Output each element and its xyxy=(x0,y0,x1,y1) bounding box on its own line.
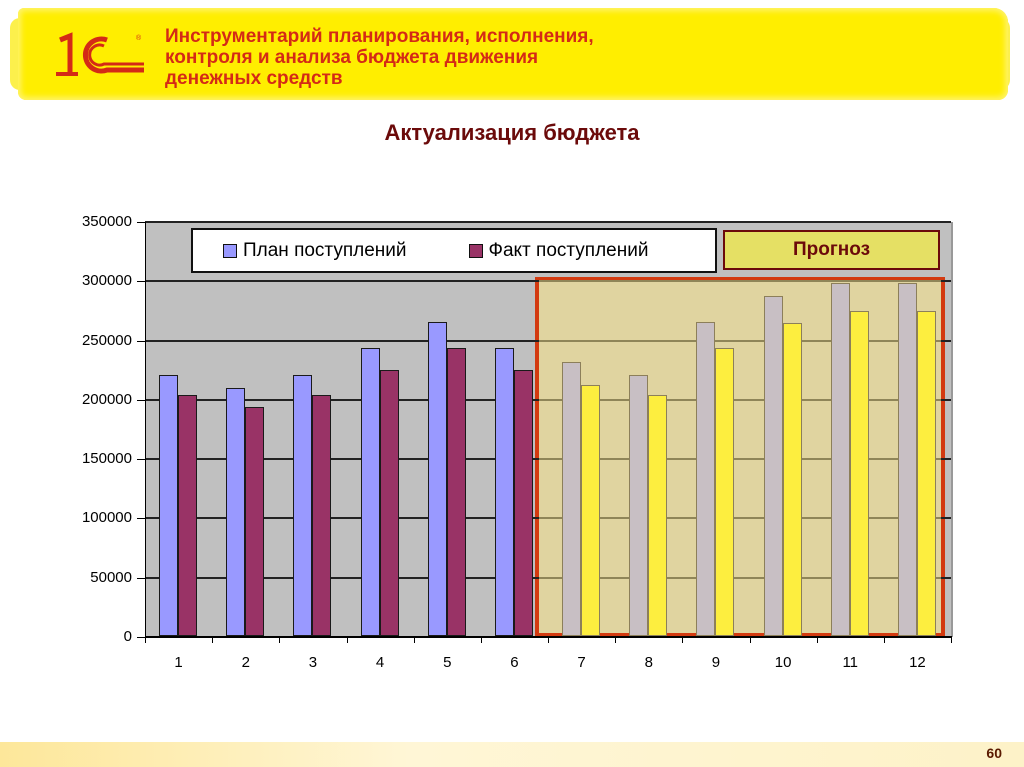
gridline xyxy=(145,221,951,223)
forecast-label: Прогноз xyxy=(723,230,940,270)
legend-item-fact: Факт поступлений xyxy=(468,239,649,262)
plan-bar-1 xyxy=(159,375,178,636)
fact-bar-2 xyxy=(245,407,265,636)
fact-bar-12 xyxy=(916,311,936,636)
plan-bar-4 xyxy=(360,347,380,636)
1c-logo-icon: ® xyxy=(56,32,144,76)
y-tick-mark xyxy=(137,222,145,223)
plan-bar-12 xyxy=(897,282,917,636)
plan-bar-7 xyxy=(562,362,581,636)
x-tick-label: 2 xyxy=(241,654,250,671)
forecast-gridline xyxy=(539,576,941,579)
y-tick-label: 350000 xyxy=(81,213,132,230)
page-number: 60 xyxy=(986,745,1002,761)
legend-swatch-fact xyxy=(468,243,483,258)
y-tick-mark xyxy=(137,518,145,520)
x-tick-label: 5 xyxy=(443,654,452,671)
fact-bar-5 xyxy=(446,347,466,636)
legend-label-fact: Факт поступлений xyxy=(488,239,649,261)
y-tick-label: 0 xyxy=(123,628,132,645)
x-tick-label: 7 xyxy=(577,654,586,671)
fact-bar-8 xyxy=(648,395,668,636)
plan-bar-2 xyxy=(226,388,246,636)
y-tick-mark xyxy=(137,637,145,638)
fact-bar-10 xyxy=(782,322,802,636)
y-tick-label: 250000 xyxy=(81,331,132,349)
chart-title: Актуализация бюджета xyxy=(384,120,640,145)
x-tick-label: 4 xyxy=(375,654,385,671)
y-tick-label: 200000 xyxy=(81,390,132,408)
y-tick-mark xyxy=(137,459,145,461)
x-tick-mark xyxy=(480,636,482,643)
fact-bar-6 xyxy=(513,370,533,636)
forecast-gridline xyxy=(539,280,941,283)
x-tick-label: 8 xyxy=(644,654,653,671)
legend-swatch-plan xyxy=(223,243,237,258)
fact-bar-3 xyxy=(312,395,332,636)
plan-bar-5 xyxy=(427,321,447,636)
y-axis xyxy=(145,222,146,637)
plan-bar-11 xyxy=(830,282,850,636)
legend-item-plan: План поступлений xyxy=(223,240,407,262)
x-tick-label: 3 xyxy=(308,654,318,671)
y-tick-label: 150000 xyxy=(81,450,132,468)
x-tick-mark xyxy=(951,636,952,643)
x-tick-mark xyxy=(346,636,348,643)
x-tick-mark xyxy=(749,636,751,643)
fact-bar-1 xyxy=(178,395,197,636)
header-title-line1: Инструментарий планирования, исполнения, xyxy=(165,26,594,47)
y-tick-mark xyxy=(137,281,145,283)
fact-bar-11 xyxy=(849,311,869,636)
header-banner xyxy=(18,8,1008,100)
x-tick-mark xyxy=(816,636,818,643)
x-tick-label: 6 xyxy=(510,654,519,671)
legend: План поступлений Факт поступлений xyxy=(191,228,717,273)
x-tick-mark xyxy=(279,636,281,643)
forecast-gridline xyxy=(539,339,941,342)
x-tick-mark xyxy=(682,636,684,643)
header-title-line3: денежных средств xyxy=(165,68,343,89)
x-tick-label: 10 xyxy=(774,654,792,671)
y-tick-label: 50000 xyxy=(90,568,132,586)
header-title-line2: контроля и анализа бюджета движения xyxy=(165,47,539,68)
forecast-gridline xyxy=(539,458,941,461)
x-tick-mark xyxy=(883,636,885,643)
x-tick-mark xyxy=(413,636,415,643)
y-tick-label: 100000 xyxy=(81,509,132,527)
y-tick-label: 300000 xyxy=(81,272,132,290)
x-tick-label: 12 xyxy=(909,654,926,671)
x-tick-mark xyxy=(615,636,617,643)
fact-bar-4 xyxy=(379,370,399,636)
y-tick-mark xyxy=(137,577,145,579)
forecast-gridline xyxy=(539,398,941,401)
legend-label-plan: План поступлений xyxy=(243,239,407,261)
x-tick-mark xyxy=(145,636,146,643)
fact-bar-9 xyxy=(715,347,735,636)
x-tick-mark xyxy=(212,636,214,643)
plan-bar-8 xyxy=(629,375,649,636)
x-tick-mark xyxy=(548,636,549,643)
plan-bar-10 xyxy=(763,295,783,636)
forecast-gridline xyxy=(539,517,941,520)
plan-bar-6 xyxy=(494,347,514,636)
x-tick-label: 9 xyxy=(711,654,721,671)
footer-band xyxy=(0,742,1024,767)
svg-text:®: ® xyxy=(136,34,142,42)
plan-bar-9 xyxy=(696,321,716,636)
x-tick-label: 11 xyxy=(842,654,859,671)
x-tick-label: 1 xyxy=(174,654,183,671)
y-tick-mark xyxy=(137,399,145,401)
header-title: Инструментарий планирования, исполнения,… xyxy=(165,26,725,89)
y-tick-mark xyxy=(137,340,145,342)
plan-bar-3 xyxy=(293,375,313,636)
fact-bar-7 xyxy=(581,384,600,636)
